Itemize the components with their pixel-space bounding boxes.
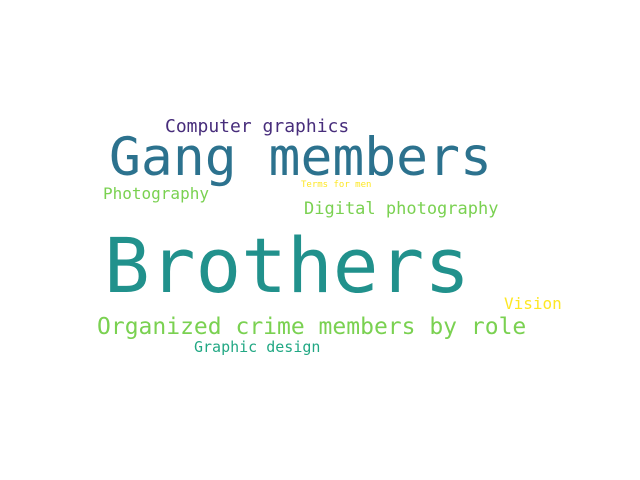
word-graphic-design: Graphic design — [194, 338, 321, 356]
word-photography: Photography — [103, 184, 209, 203]
word-computer-graphics: Computer graphics — [165, 116, 350, 137]
word-digital-photography: Digital photography — [304, 199, 499, 219]
word-vision: Vision — [504, 294, 562, 313]
word-terms-for-men: Terms for men — [301, 180, 372, 190]
word-organized-crime: Organized crime members by role — [97, 314, 527, 340]
word-brothers: Brothers — [104, 221, 471, 310]
word-gang-members: Gang members — [109, 127, 492, 188]
